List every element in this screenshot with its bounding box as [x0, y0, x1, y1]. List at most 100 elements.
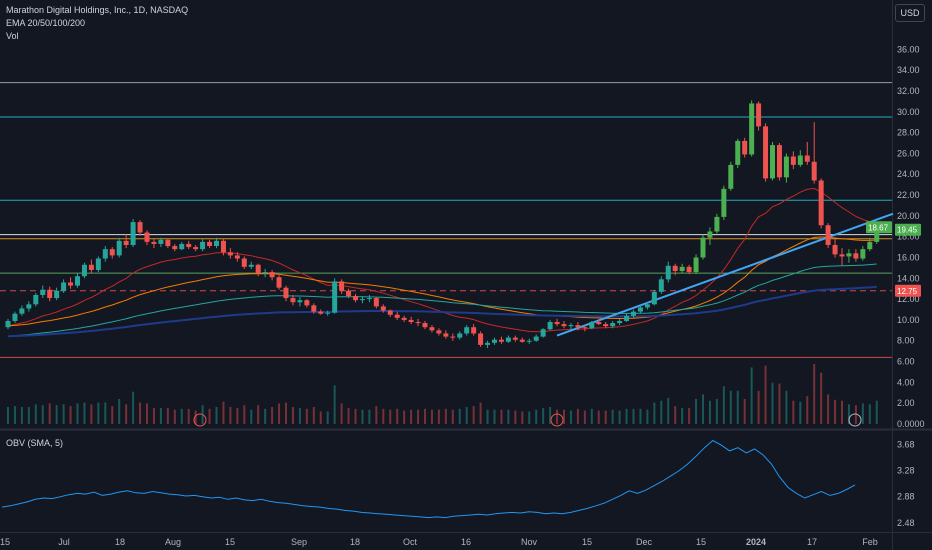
volume-bar	[55, 405, 58, 424]
candle-body	[485, 342, 491, 345]
candle-body	[5, 320, 11, 328]
volume-bar	[354, 408, 357, 424]
vol-legend: Vol	[6, 31, 19, 41]
candle-body	[116, 240, 122, 256]
candle-body	[234, 255, 240, 259]
volume-bar	[861, 403, 864, 424]
candle-body	[311, 305, 317, 312]
obv-tick-label: 2.48	[897, 518, 915, 528]
candle-body	[589, 322, 595, 329]
ema-200-line	[7, 285, 877, 338]
candle-body	[561, 324, 567, 327]
ema-50-line	[7, 236, 877, 327]
volume-bar	[715, 398, 718, 424]
volume-bar	[83, 402, 86, 424]
candlestick-series	[5, 100, 880, 349]
time-tick-label: 15	[582, 537, 592, 547]
volume-bar	[298, 407, 301, 424]
volume-bar	[444, 408, 447, 424]
candle-body	[88, 264, 94, 270]
candle-body	[262, 272, 268, 274]
candle-body	[332, 281, 338, 313]
time-tick-label: Jul	[58, 537, 70, 547]
candle-body	[207, 241, 213, 247]
volume-bar	[708, 400, 711, 424]
candle-body	[763, 126, 769, 179]
candle-body	[637, 307, 643, 312]
volume-bar	[597, 410, 600, 424]
price-badge-level: 12.75	[897, 287, 918, 296]
candle-body	[839, 254, 845, 257]
candle-body	[867, 241, 873, 250]
volume-bar	[875, 400, 878, 424]
volume-bar	[583, 410, 586, 424]
candle-body	[735, 140, 741, 165]
candle-body	[47, 289, 53, 299]
candle-body	[526, 340, 532, 342]
obv-tick-label: 3.68	[897, 439, 915, 449]
candle-body	[783, 156, 789, 178]
volume-bar	[76, 403, 79, 424]
volume-bar	[590, 408, 593, 424]
volume-bar	[653, 402, 656, 424]
volume-bar	[639, 408, 642, 424]
time-tick-label: 18	[115, 537, 125, 547]
candle-body	[714, 216, 720, 232]
candle-body	[165, 239, 171, 247]
volume-bar	[465, 407, 468, 424]
candle-body	[498, 339, 504, 342]
volume-bar	[486, 409, 489, 424]
candle-body	[290, 298, 296, 303]
volume-bar	[834, 399, 837, 424]
volume-bar	[7, 407, 9, 424]
candle-body	[610, 323, 616, 327]
obv-tick-label: 3.28	[897, 466, 915, 476]
volume-bar	[472, 406, 475, 424]
volume-bar	[479, 402, 482, 424]
candle-body	[109, 249, 115, 256]
candle-body	[130, 222, 136, 245]
volume-bar	[403, 410, 406, 424]
volume-series	[7, 364, 878, 424]
time-tick-label: Aug	[165, 537, 181, 547]
candle-body	[797, 155, 803, 165]
volume-bar	[674, 406, 677, 424]
candle-body	[450, 336, 456, 338]
candle-body	[353, 295, 358, 301]
candle-body	[248, 264, 254, 267]
candle-body	[825, 225, 831, 245]
volume-bar	[750, 367, 753, 424]
time-tick-label: Oct	[403, 537, 418, 547]
volume-bar	[20, 407, 23, 424]
candle-body	[540, 329, 546, 337]
volume-bar	[792, 400, 795, 424]
candle-body	[255, 264, 261, 274]
candle-body	[700, 237, 706, 258]
volume-bar	[389, 409, 392, 424]
candle-body	[408, 319, 414, 323]
candle-body	[568, 325, 574, 327]
candle-body	[325, 312, 331, 314]
lightning-marker	[848, 413, 862, 427]
time-tick-label: 2024	[746, 537, 766, 547]
volume-bar	[514, 410, 517, 424]
volume-bar	[257, 405, 260, 424]
candle-body	[471, 327, 477, 334]
volume-bar	[159, 407, 162, 424]
volume-bar	[90, 404, 93, 424]
volume-bar	[229, 407, 232, 424]
candle-body	[422, 323, 428, 328]
candle-body	[33, 294, 39, 305]
volume-bar	[854, 405, 857, 424]
price-badge-small: 18.67	[868, 223, 889, 232]
volume-bar	[688, 407, 691, 424]
candle-body	[756, 103, 762, 127]
candle-body	[304, 300, 310, 306]
candle-body	[158, 239, 164, 244]
currency-button[interactable]: USD	[895, 4, 925, 22]
volume-bar	[437, 409, 440, 424]
volume-bar	[667, 398, 670, 424]
candle-body	[297, 300, 303, 303]
price-tick-label: 34.00	[897, 65, 920, 75]
